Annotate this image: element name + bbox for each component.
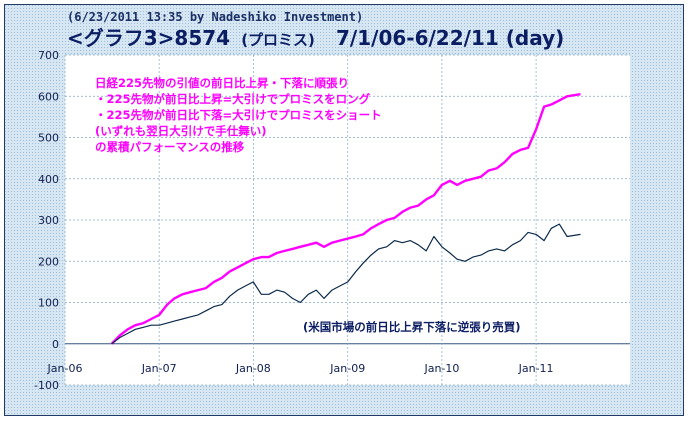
series-line-1	[110, 93, 581, 345]
annotation-line-2: ・225先物が前日比上昇=大引けでプロミスをロング	[95, 92, 371, 106]
title-range: 7/1/06-6/22/11 (day)	[336, 26, 564, 50]
x-tick-label: Jan-07	[141, 362, 177, 375]
annotation-line-5: の累積パフォーマンスの推移	[95, 140, 245, 154]
y-axis-ticks: 700 600 500 400 300 200 100 0 -100	[34, 49, 59, 392]
y-tick-label: 0	[52, 338, 59, 351]
y-tick-label: 100	[38, 297, 59, 310]
title-sub: (プロミス)	[241, 31, 315, 49]
x-tick-label: Jan-08	[235, 362, 271, 375]
x-tick-label: Jan-09	[329, 362, 365, 375]
y-tick-label: 300	[38, 214, 59, 227]
series-line-2	[111, 223, 581, 345]
chart-title: <グラフ3>8574 (プロミス) 7/1/06-6/22/11 (day)	[67, 26, 564, 50]
y-tick-label: 200	[38, 255, 59, 268]
annotation-line-3: ・225先物が前日比下落=大引けでプロミスをショート	[95, 108, 382, 122]
grid-lines	[64, 54, 630, 386]
y-tick-label: -100	[34, 379, 59, 392]
y-tick-label: 500	[38, 132, 59, 145]
x-tick-label: Jan-06	[47, 362, 83, 375]
title-main: <グラフ3>8574	[67, 26, 230, 50]
chart-frame: (6/23/2011 13:35 by Nadeshiko Investment…	[4, 4, 684, 416]
x-axis-ticks: Jan-06 Jan-07 Jan-08 Jan-09 Jan-10 Jan-11	[47, 362, 554, 375]
annotation-strategy: 日経225先物の引値の前日比上昇・下落に順張り ・225先物が前日比上昇=大引け…	[95, 76, 382, 154]
performance-chart: (6/23/2011 13:35 by Nadeshiko Investment…	[5, 5, 683, 415]
annotation-line-1: 日経225先物の引値の前日比上昇・下落に順張り	[95, 76, 349, 90]
header-byline: (6/23/2011 13:35 by Nadeshiko Investment…	[67, 10, 363, 24]
annotation-line-4: (いずれも翌日大引けで手仕舞い)	[95, 124, 267, 138]
y-tick-label: 400	[38, 173, 59, 186]
x-tick-label: Jan-11	[518, 362, 554, 375]
x-tick-label: Jan-10	[423, 362, 459, 375]
annotation-contrarian: (米国市場の前日比上昇下落に逆張り売買)	[303, 320, 521, 334]
y-tick-label: 600	[38, 90, 59, 103]
y-tick-label: 700	[38, 49, 59, 62]
series-lines	[110, 93, 581, 345]
